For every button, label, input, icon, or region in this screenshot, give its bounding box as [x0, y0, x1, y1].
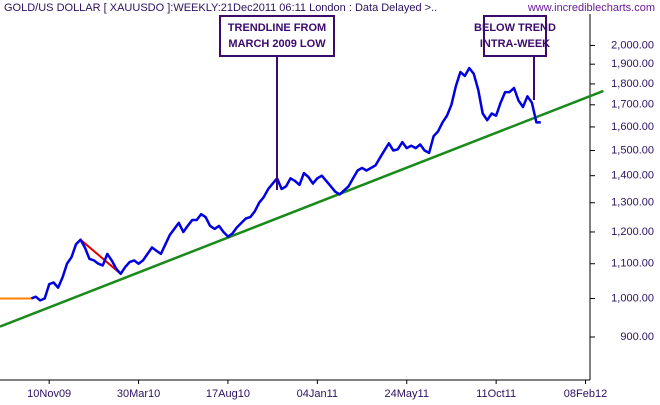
- y-tick-label: 900.00: [620, 331, 654, 343]
- y-tick-label: 1,200.00: [611, 226, 654, 238]
- x-tick-label: 11Oct11: [476, 388, 516, 400]
- annotation-text: INTRA-WEEK: [480, 38, 550, 50]
- chart-title: GOLD/US DOLLAR [ XAUUSDO ]:WEEKLY:21Dec2…: [4, 2, 437, 14]
- source: www.incrediblecharts.com: [527, 2, 655, 14]
- series-line: [0, 89, 604, 328]
- y-tick-label: 1,100.00: [611, 258, 654, 270]
- y-tick-label: 2,000.00: [611, 39, 654, 51]
- annotation-text: TRENDLINE FROM: [228, 22, 326, 34]
- x-tick-label: 17Aug10: [206, 388, 250, 400]
- y-tick-label: 1,700.00: [611, 99, 654, 111]
- x-tick-label: 24May11: [385, 388, 429, 400]
- y-tick-label: 1,500.00: [611, 144, 654, 156]
- y-tick-label: 1,800.00: [611, 78, 654, 90]
- annotation-text: MARCH 2009 LOW: [228, 38, 326, 50]
- y-tick-label: 1,000.00: [611, 292, 654, 304]
- x-tick-label: 08Feb12: [564, 388, 607, 400]
- series-line: [79, 238, 122, 275]
- x-tick-label: 10Nov09: [27, 388, 71, 400]
- annotation-box: [483, 15, 547, 57]
- annotation: BELOW TREND INTRA-WEEK: [474, 15, 556, 100]
- annotation-box: [219, 15, 335, 57]
- y-tick-label: 1,600.00: [611, 121, 654, 133]
- annotation: TRENDLINE FROM MARCH 2009 LOW: [219, 15, 335, 190]
- y-tick-label: 1,400.00: [611, 170, 654, 182]
- series-line: [30, 66, 541, 302]
- x-tick-label: 30Mar10: [117, 388, 160, 400]
- y-tick-label: 1,900.00: [611, 58, 654, 70]
- x-tick-label: 04Jan11: [297, 388, 338, 400]
- annotation-text: BELOW TREND: [474, 22, 556, 34]
- y-tick-label: 1,300.00: [611, 197, 654, 209]
